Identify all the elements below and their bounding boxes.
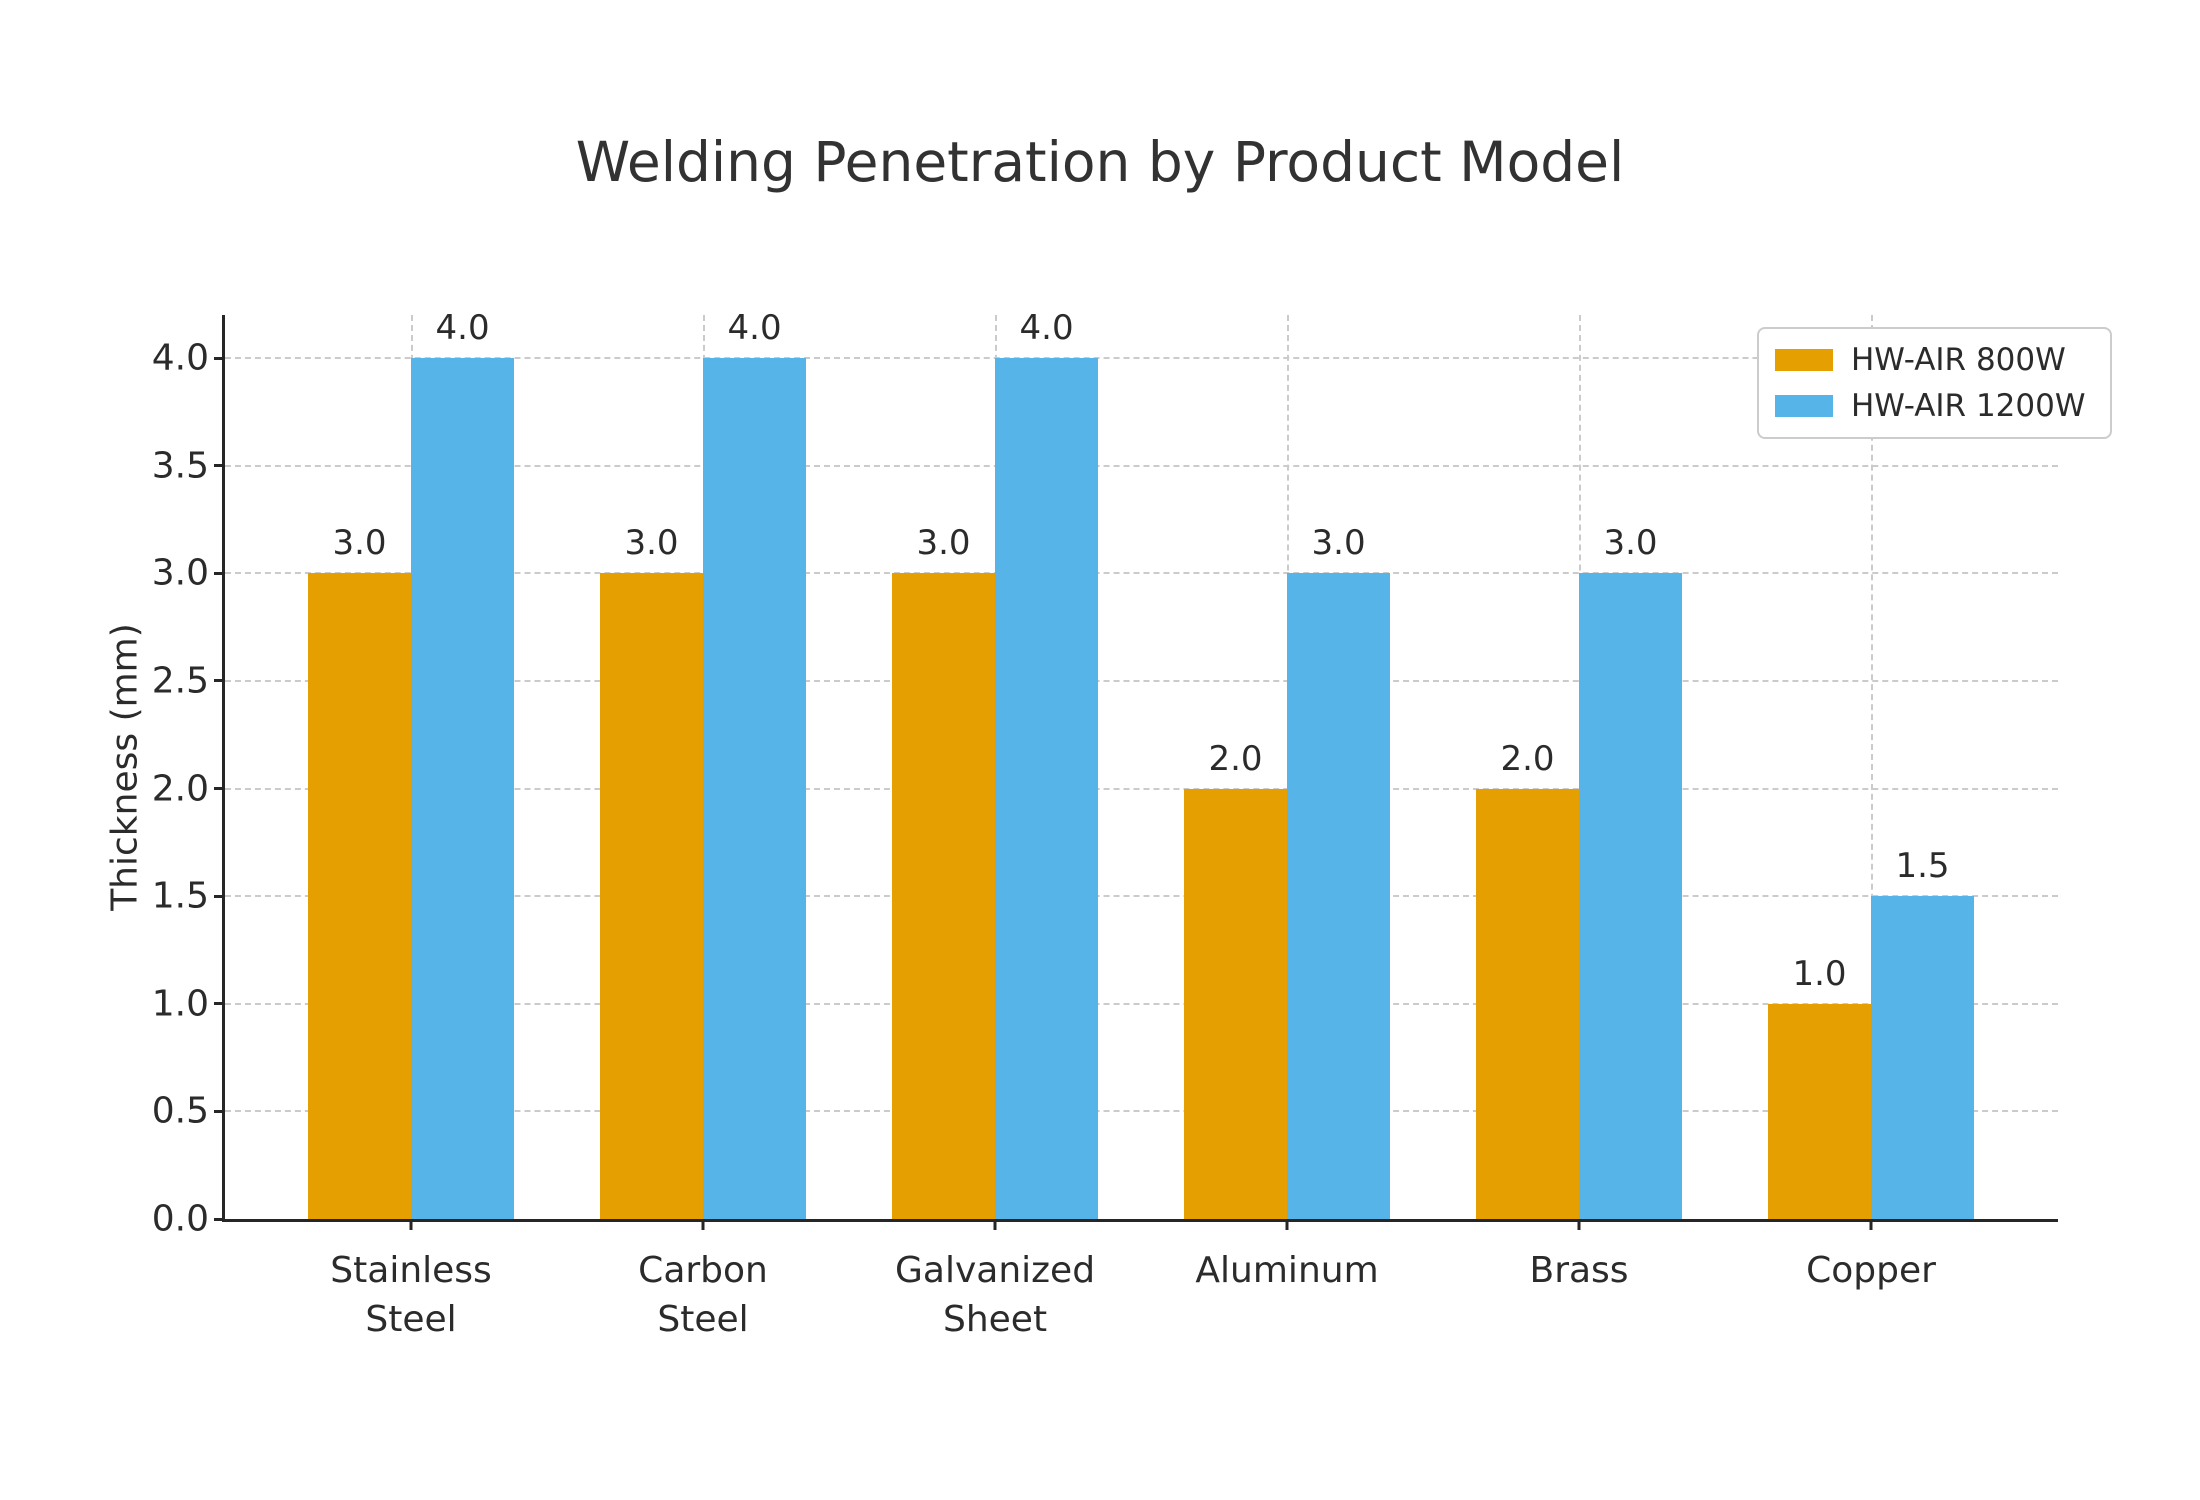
h-gridline (225, 1110, 2058, 1113)
legend-swatch-icon (1775, 349, 1833, 371)
category-tick-label: Carbon Steel (638, 1250, 768, 1340)
y-tick-mark (214, 1002, 225, 1006)
bar (1579, 573, 1683, 1219)
y-tick-mark (214, 1217, 225, 1221)
bar (1287, 573, 1391, 1219)
y-tick-label: 4.0 (151, 337, 209, 379)
y-tick-label: 0.5 (151, 1090, 209, 1132)
bar-value-label: 1.0 (1792, 953, 1847, 994)
h-gridline (225, 572, 2058, 575)
bar-value-label: 3.0 (332, 523, 387, 564)
legend-item: HW-AIR 1200W (1775, 388, 2086, 424)
legend-swatch-icon (1775, 395, 1833, 417)
y-tick-mark (214, 1109, 225, 1113)
h-gridline (225, 895, 2058, 898)
y-tick-label: 1.5 (151, 875, 209, 917)
bar (1184, 788, 1288, 1219)
legend-item: HW-AIR 800W (1775, 342, 2086, 378)
h-gridline (225, 787, 2058, 790)
v-gridline (1871, 315, 1874, 1219)
h-gridline (225, 464, 2058, 467)
bar-value-label: 2.0 (1208, 738, 1263, 779)
x-tick-mark (1869, 1219, 1873, 1230)
bar (703, 358, 807, 1219)
bar (1476, 788, 1580, 1219)
bar-value-label: 3.0 (1603, 523, 1658, 564)
bar-value-label: 4.0 (727, 308, 782, 349)
legend: HW-AIR 800W HW-AIR 1200W (1757, 327, 2112, 439)
bar-value-label: 2.0 (1500, 738, 1555, 779)
x-tick-mark (1285, 1219, 1289, 1230)
bar-value-label: 3.0 (624, 523, 679, 564)
y-tick-label: 1.0 (151, 983, 209, 1025)
bar (411, 358, 515, 1219)
x-tick-mark (1577, 1219, 1581, 1230)
bar (1768, 1003, 1872, 1219)
bar-value-label: 4.0 (1019, 308, 1074, 349)
bar-value-label: 4.0 (435, 308, 490, 349)
plot-area: 0.0 0.5 1.0 1.5 2.0 2.5 3.0 3.5 4.0 Stainless Ste… (152, 308, 2058, 1340)
x-tick-mark (409, 1219, 413, 1230)
category-tick-label: Galvanized Sheet (895, 1250, 1096, 1340)
bar (600, 573, 704, 1219)
y-tick-label: 3.0 (151, 552, 209, 594)
x-tick-mark (993, 1219, 997, 1230)
category-tick-label: Copper (1806, 1250, 1936, 1291)
legend-label: HW-AIR 800W (1851, 342, 2066, 378)
y-tick-mark (214, 571, 225, 575)
y-tick-mark (214, 464, 225, 468)
y-tick-label: 0.0 (151, 1198, 209, 1240)
category-tick-label: Brass (1529, 1250, 1629, 1291)
y-tick-label: 2.5 (151, 660, 209, 702)
bar-value-label: 1.5 (1895, 846, 1950, 887)
h-gridline (225, 679, 2058, 682)
y-tick-mark (214, 894, 225, 898)
bar (995, 358, 1099, 1219)
bar (1871, 896, 1975, 1219)
y-tick-label: 2.0 (151, 768, 209, 810)
chart-title: Welding Penetration by Product Model (575, 130, 1625, 194)
y-axis-label: Thickness (mm) (104, 623, 146, 911)
bar-value-label: 3.0 (1311, 523, 1366, 564)
y-tick-mark (214, 356, 225, 360)
h-gridline (225, 357, 2058, 360)
category-tick-label: Aluminum (1195, 1250, 1379, 1291)
y-tick-mark (214, 787, 225, 791)
y-tick-mark (214, 679, 225, 683)
bar (308, 573, 412, 1219)
bar (892, 573, 996, 1219)
legend-label: HW-AIR 1200W (1851, 388, 2086, 424)
bar-value-label: 3.0 (916, 523, 971, 564)
category-tick-label: Stainless Steel (330, 1250, 492, 1340)
x-tick-mark (701, 1219, 705, 1230)
h-gridline (225, 1002, 2058, 1005)
y-tick-label: 3.5 (151, 445, 209, 487)
